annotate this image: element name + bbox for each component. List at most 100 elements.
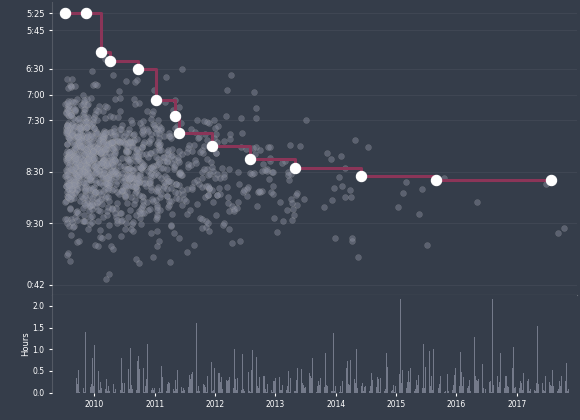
Point [251,144,260,151]
Point [91,168,100,175]
Point [78,144,88,151]
Point [153,141,162,147]
Point [83,161,92,168]
Point [132,146,142,153]
Point [243,192,252,199]
Point [125,138,134,144]
Point [171,113,180,120]
Point [97,174,106,181]
Bar [456,383,457,393]
Bar [162,377,163,393]
Point [153,184,162,190]
Point [175,235,184,242]
Bar [409,383,410,393]
Point [92,180,101,186]
Point [164,178,173,185]
Point [125,175,135,181]
Point [295,142,305,149]
Point [148,198,158,205]
Point [112,205,121,211]
Point [249,89,259,95]
Point [81,115,90,121]
Point [208,167,218,174]
Point [90,169,99,176]
Point [77,167,86,174]
Bar [499,382,500,393]
Point [93,165,102,172]
Point [65,125,74,132]
Bar [461,372,462,393]
Point [188,186,197,192]
Point [239,186,248,193]
Point [86,159,95,165]
Point [137,150,147,157]
Point [106,129,115,136]
Point [163,155,172,162]
Bar [267,383,268,393]
Point [277,159,287,166]
Point [103,233,113,239]
Point [61,183,70,190]
Point [91,127,100,134]
Bar [152,388,153,393]
Bar [478,379,479,393]
Bar [512,368,513,393]
Point [149,165,158,172]
Point [84,139,93,145]
Point [140,176,150,183]
Point [96,135,106,142]
Point [86,221,95,228]
Point [71,160,80,167]
Point [319,204,328,210]
Point [102,161,111,168]
Point [117,126,126,133]
Point [74,141,83,148]
Point [95,170,104,177]
Point [64,250,73,257]
Point [135,100,144,106]
Bar [559,381,560,393]
Point [111,131,120,137]
Point [68,152,77,159]
Point [164,147,173,153]
Point [172,195,181,202]
Point [92,202,101,209]
Point [97,158,107,165]
Point [170,96,179,103]
Point [95,150,104,156]
Point [135,158,144,164]
Point [204,192,213,198]
Point [165,202,174,209]
Point [122,136,132,143]
Point [104,176,113,182]
Point [90,241,100,248]
Point [78,204,88,211]
Point [66,122,75,129]
Point [113,137,122,144]
Bar [148,377,149,393]
Bar [108,386,109,393]
Point [107,159,117,165]
Bar [92,358,93,393]
Point [175,104,184,110]
Point [249,169,259,176]
Point [63,156,72,163]
Point [169,165,178,172]
Point [61,101,70,108]
Bar [377,377,378,393]
Point [116,95,125,102]
Bar [250,391,251,393]
Bar [325,353,326,393]
Point [172,130,181,137]
Point [138,163,147,170]
Point [147,116,156,122]
Point [197,175,206,181]
Point [62,193,71,200]
Point [135,215,144,222]
Point [128,138,137,145]
Point [212,192,222,198]
Point [203,191,212,198]
Point [415,211,424,218]
Point [162,158,172,164]
Point [418,186,427,192]
